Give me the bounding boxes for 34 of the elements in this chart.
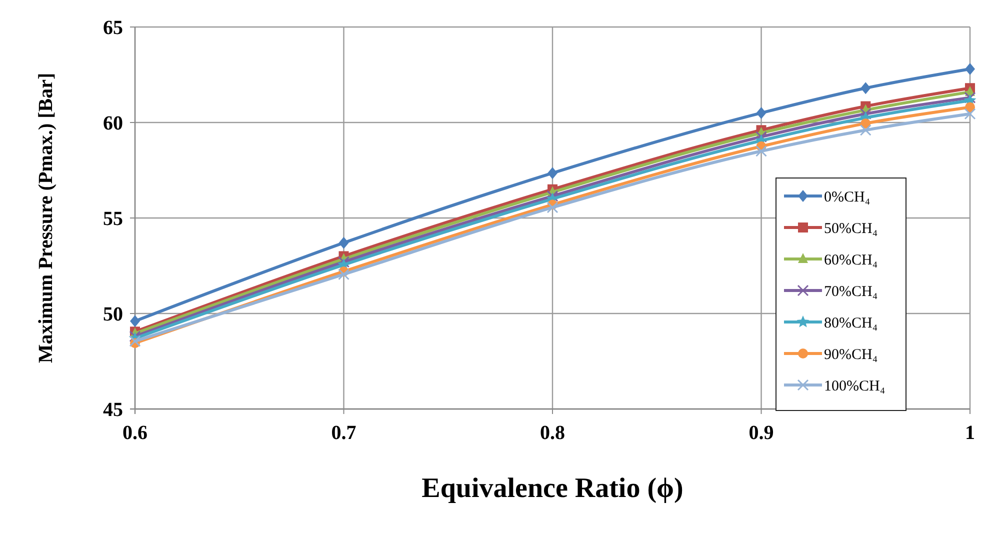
- point: [756, 145, 767, 157]
- point: [546, 190, 558, 202]
- point: [130, 315, 140, 328]
- point: [964, 92, 976, 104]
- x-axis-title: Equivalence Ratio (ϕ): [422, 473, 684, 504]
- point: [546, 202, 558, 214]
- x-tick-label: 0.7: [331, 422, 356, 444]
- legend-label: 0%CH₄: [824, 189, 870, 206]
- legend-label: 60%CH₄: [824, 252, 878, 268]
- x-tick-label: 0.9: [748, 422, 774, 444]
- x-tick-label: 0.6: [122, 422, 148, 444]
- point: [129, 335, 141, 347]
- y-tick-label: 65: [103, 17, 123, 39]
- point: [756, 131, 767, 143]
- y-axis-title: Maximum Pressure (Pmax.) [Bar]: [35, 72, 57, 364]
- x-tick-label: 1: [965, 422, 975, 444]
- point: [965, 63, 975, 76]
- legend-label: 80%CH₄: [824, 315, 878, 332]
- y-tick-label: 45: [103, 399, 123, 421]
- legend-label: 100%CH₄: [824, 378, 886, 394]
- y-tick-label: 55: [103, 208, 123, 230]
- legend-label: 70%CH₄: [824, 284, 878, 300]
- y-tick-label: 60: [103, 112, 123, 134]
- legend-label: 90%CH₄: [824, 346, 878, 363]
- y-tick-label: 50: [103, 304, 123, 326]
- point: [338, 268, 350, 280]
- x-tick-label: 0.8: [540, 422, 565, 444]
- point: [860, 82, 871, 94]
- legend-label: 50%CH₄: [824, 220, 878, 237]
- point: [756, 106, 766, 119]
- point: [338, 236, 349, 249]
- point: [964, 108, 976, 120]
- point: [548, 167, 558, 180]
- point: [860, 124, 872, 136]
